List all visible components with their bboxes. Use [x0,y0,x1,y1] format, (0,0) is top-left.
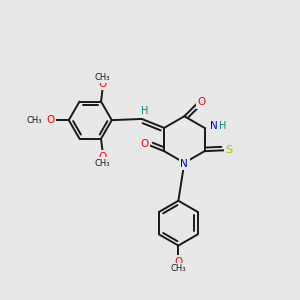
Text: O: O [197,97,206,107]
Text: S: S [226,145,233,155]
Text: N: N [181,159,188,169]
Text: CH₃: CH₃ [95,159,110,168]
Text: O: O [140,139,148,149]
Text: O: O [46,115,55,125]
Text: O: O [174,257,182,267]
Text: N: N [210,122,218,131]
Text: H: H [219,122,226,131]
Text: O: O [98,79,106,88]
Text: O: O [98,152,106,162]
Text: H: H [141,106,148,116]
Text: CH₃: CH₃ [171,264,186,273]
Text: CH₃: CH₃ [26,116,42,124]
Text: CH₃: CH₃ [95,73,110,82]
